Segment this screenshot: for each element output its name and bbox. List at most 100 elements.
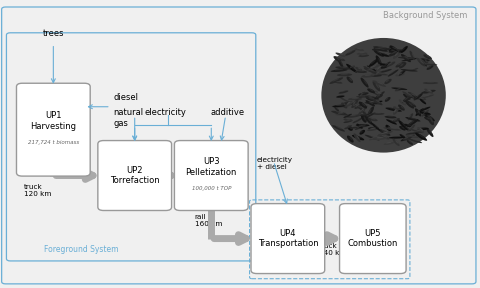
Ellipse shape — [362, 103, 366, 106]
Ellipse shape — [360, 108, 364, 112]
Text: natural
gas: natural gas — [113, 108, 144, 128]
Ellipse shape — [370, 128, 376, 129]
Ellipse shape — [372, 99, 383, 105]
Ellipse shape — [372, 74, 378, 75]
Ellipse shape — [365, 135, 380, 141]
Ellipse shape — [417, 94, 420, 97]
Ellipse shape — [393, 139, 400, 146]
Ellipse shape — [336, 111, 344, 113]
Ellipse shape — [355, 71, 367, 73]
Ellipse shape — [425, 63, 433, 64]
Ellipse shape — [406, 95, 409, 98]
Ellipse shape — [375, 94, 383, 98]
Ellipse shape — [423, 82, 438, 84]
Ellipse shape — [384, 62, 391, 67]
Ellipse shape — [405, 101, 414, 109]
Ellipse shape — [343, 114, 352, 118]
Ellipse shape — [408, 92, 418, 99]
Ellipse shape — [386, 62, 396, 67]
Ellipse shape — [363, 116, 366, 120]
Ellipse shape — [359, 92, 365, 98]
Ellipse shape — [410, 102, 415, 105]
Ellipse shape — [425, 90, 432, 92]
Ellipse shape — [356, 104, 360, 107]
Ellipse shape — [362, 108, 366, 113]
Ellipse shape — [368, 106, 374, 116]
Ellipse shape — [355, 124, 366, 130]
Ellipse shape — [331, 69, 348, 72]
Ellipse shape — [395, 140, 399, 144]
Ellipse shape — [422, 100, 425, 103]
Ellipse shape — [353, 103, 358, 106]
Ellipse shape — [409, 120, 415, 124]
Ellipse shape — [408, 128, 423, 133]
Ellipse shape — [418, 110, 420, 114]
Ellipse shape — [350, 115, 357, 116]
Ellipse shape — [366, 97, 373, 101]
Ellipse shape — [388, 50, 397, 53]
Ellipse shape — [339, 67, 347, 68]
Ellipse shape — [404, 136, 411, 139]
Ellipse shape — [374, 71, 382, 76]
Ellipse shape — [416, 93, 423, 99]
Ellipse shape — [408, 113, 413, 120]
Ellipse shape — [415, 96, 418, 98]
Ellipse shape — [423, 58, 428, 60]
Ellipse shape — [364, 102, 380, 104]
Ellipse shape — [402, 135, 405, 137]
Ellipse shape — [347, 77, 353, 83]
Ellipse shape — [344, 104, 347, 107]
Ellipse shape — [428, 116, 434, 125]
Ellipse shape — [357, 124, 363, 129]
Ellipse shape — [351, 98, 359, 99]
Ellipse shape — [347, 102, 350, 105]
Ellipse shape — [354, 103, 362, 109]
Ellipse shape — [354, 48, 364, 51]
Ellipse shape — [336, 67, 351, 70]
Ellipse shape — [384, 142, 395, 145]
Ellipse shape — [352, 101, 356, 105]
Ellipse shape — [346, 101, 353, 107]
Ellipse shape — [340, 61, 343, 65]
Ellipse shape — [408, 101, 416, 107]
Ellipse shape — [374, 91, 383, 96]
Ellipse shape — [400, 135, 415, 141]
Ellipse shape — [363, 80, 367, 85]
Ellipse shape — [393, 136, 400, 137]
Ellipse shape — [360, 78, 369, 88]
Ellipse shape — [373, 113, 384, 115]
Ellipse shape — [410, 95, 416, 97]
Ellipse shape — [368, 127, 379, 129]
Ellipse shape — [375, 92, 380, 94]
Ellipse shape — [373, 50, 384, 57]
Ellipse shape — [391, 87, 408, 90]
Ellipse shape — [388, 62, 393, 65]
Ellipse shape — [427, 117, 431, 120]
Ellipse shape — [388, 116, 394, 117]
Ellipse shape — [420, 60, 424, 64]
Ellipse shape — [392, 47, 397, 50]
Ellipse shape — [417, 59, 425, 67]
Ellipse shape — [409, 118, 417, 120]
Ellipse shape — [400, 63, 404, 67]
Ellipse shape — [341, 91, 346, 92]
Ellipse shape — [350, 126, 367, 128]
Ellipse shape — [367, 128, 379, 131]
Ellipse shape — [402, 91, 415, 98]
Ellipse shape — [338, 112, 343, 114]
Ellipse shape — [378, 58, 381, 63]
Ellipse shape — [408, 115, 411, 118]
Ellipse shape — [334, 81, 342, 84]
Text: vessel 6650 km: vessel 6650 km — [262, 268, 319, 274]
Ellipse shape — [338, 90, 348, 94]
Ellipse shape — [396, 88, 401, 90]
Ellipse shape — [359, 124, 362, 127]
Ellipse shape — [356, 96, 372, 98]
Ellipse shape — [340, 97, 351, 103]
Ellipse shape — [395, 88, 403, 91]
Ellipse shape — [378, 48, 385, 50]
Ellipse shape — [401, 58, 418, 61]
Ellipse shape — [382, 65, 386, 67]
Ellipse shape — [371, 123, 380, 131]
Ellipse shape — [420, 63, 437, 65]
